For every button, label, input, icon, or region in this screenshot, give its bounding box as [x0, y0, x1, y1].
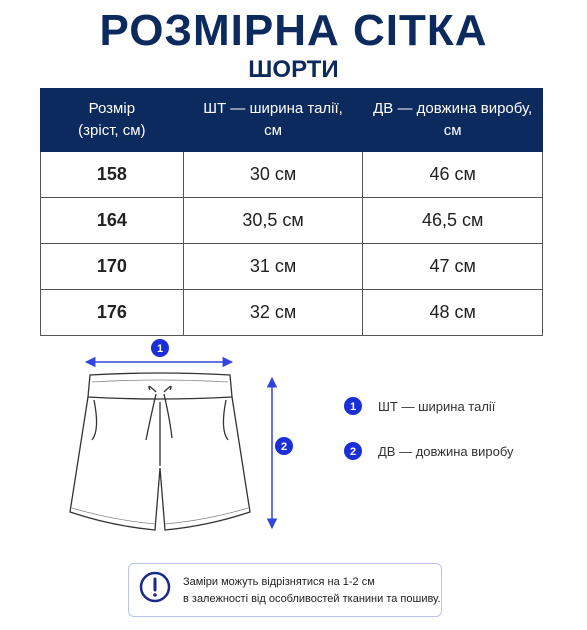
size-cell: 164	[40, 197, 184, 244]
note-line: в залежності від особливостей тканини та…	[183, 593, 441, 605]
header-cell: Розмір (зріст, см)	[40, 88, 184, 152]
legend-item: 2 ДВ — довжина виробу	[344, 442, 514, 460]
measure-cell: 47 см	[362, 243, 543, 290]
header-text: см	[264, 122, 282, 139]
header-text: (зріст, см)	[78, 122, 146, 139]
header-text: см	[443, 122, 462, 139]
header-cell: ДВ — довжина виробу, см	[362, 88, 543, 152]
measure-cell: 48 см	[362, 289, 543, 336]
size-table: Розмір (зріст, см) ШТ — ширина талії, см Д…	[40, 88, 543, 336]
legend-number: 2	[350, 446, 356, 458]
note-text: Заміри можуть відрізнятися на 1-2 см в з…	[183, 574, 441, 608]
legend-text: ШТ — ширина талії	[378, 399, 496, 414]
header-text: Розмір	[88, 100, 136, 117]
marker-1: 1	[151, 339, 169, 357]
subtitle: ШОРТИ	[248, 56, 339, 83]
table-row: 176 32 см 48 см	[40, 289, 543, 336]
measure-cell: 31 см	[182, 243, 364, 290]
legend-item: 1 ШТ — ширина талії	[344, 397, 496, 415]
shorts-drawing	[69, 372, 251, 531]
warning-icon	[139, 571, 171, 603]
legend-number: 1	[350, 401, 356, 413]
measure-cell: 30,5 см	[182, 197, 364, 244]
table-header: Розмір (зріст, см) ШТ — ширина талії, см Д…	[40, 88, 543, 152]
title: РОЗМІРНА СІТКА	[99, 6, 488, 55]
note-box: Заміри можуть відрізнятися на 1-2 см в з…	[128, 563, 442, 617]
marker-2: 2	[275, 437, 293, 455]
size-cell: 170	[40, 243, 184, 290]
measure-cell: 46 см	[362, 151, 543, 198]
marker-number: 2	[281, 441, 287, 453]
note-line: Заміри можуть відрізнятися на 1-2 см	[183, 576, 375, 588]
header-text: ШТ — ширина талії,	[203, 100, 343, 117]
diagram: 1 2 1 ШТ — ширина талії 2 ДВ — довжина в…	[69, 339, 514, 531]
size-cell: 176	[40, 289, 184, 336]
table-row: 164 30,5 см 46,5 см	[40, 197, 543, 244]
measure-cell: 46,5 см	[362, 197, 543, 244]
table-row: 170 31 см 47 см	[40, 243, 543, 290]
marker-number: 1	[157, 343, 163, 355]
measure-cell: 32 см	[182, 289, 364, 336]
header-cell: ШТ — ширина талії, см	[182, 88, 364, 152]
header-text: ДВ — довжина виробу,	[373, 100, 533, 117]
legend-text: ДВ — довжина виробу	[378, 444, 514, 459]
